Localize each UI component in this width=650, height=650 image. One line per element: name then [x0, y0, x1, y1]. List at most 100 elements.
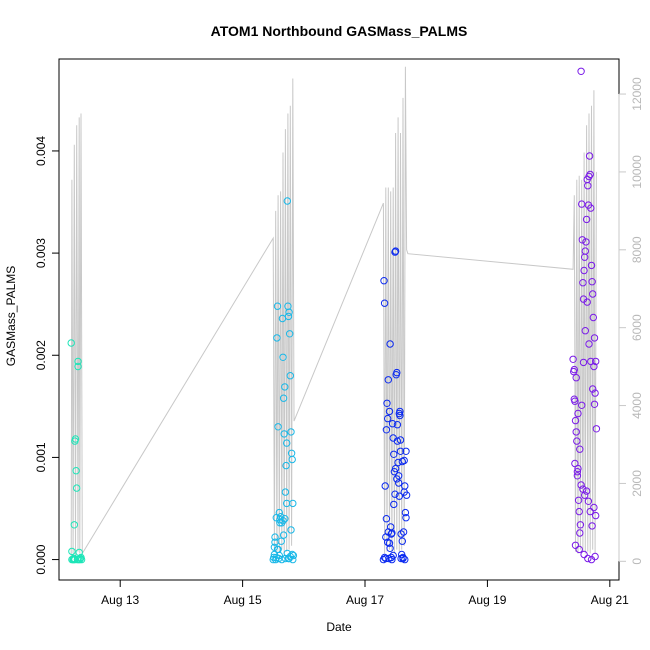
- data-point: [67, 339, 75, 347]
- data-point: [399, 528, 408, 536]
- data-point: [381, 482, 389, 490]
- data-point: [578, 236, 586, 244]
- data-point: [402, 447, 410, 455]
- data-point: [385, 539, 394, 547]
- data-point: [592, 511, 600, 520]
- data-point: [384, 538, 392, 546]
- data-point: [386, 544, 394, 552]
- data-point: [591, 552, 599, 561]
- data-point: [585, 152, 594, 160]
- data-point: [273, 334, 281, 342]
- data-point: [281, 488, 290, 496]
- data-point: [380, 299, 389, 307]
- data-point: [401, 508, 410, 517]
- data-point: [279, 517, 287, 525]
- data-point: [388, 555, 396, 564]
- data-point: [386, 340, 394, 348]
- data-point: [584, 554, 592, 563]
- data-point: [396, 436, 405, 444]
- data-point: [584, 497, 593, 505]
- data-point: [589, 290, 597, 298]
- data-point: [288, 550, 296, 559]
- data-point: [401, 555, 409, 564]
- data-point: [571, 397, 579, 405]
- data-point: [582, 215, 591, 224]
- data-point: [577, 67, 585, 76]
- data-point: [402, 491, 411, 499]
- altitude-line: [70, 66, 597, 560]
- data-point: [383, 399, 391, 407]
- data-point: [572, 374, 580, 382]
- data-point: [68, 547, 76, 556]
- data-point: [283, 499, 291, 508]
- data-point: [586, 170, 594, 179]
- data-point: [590, 400, 599, 408]
- right-tick-label: 0: [630, 558, 644, 565]
- data-point: [384, 376, 392, 384]
- data-point: [274, 423, 282, 431]
- data-point: [582, 238, 590, 246]
- y-tick-label: 0.001: [34, 442, 48, 472]
- data-point: [286, 330, 294, 338]
- data-point: [579, 358, 588, 367]
- data-point: [581, 327, 589, 335]
- data-point: [275, 551, 283, 560]
- y-tick-label: 0.002: [34, 340, 48, 370]
- data-point: [393, 368, 401, 377]
- x-axis: Aug 13 Aug 15 Aug 17 Aug 19 Aug 21: [101, 580, 629, 607]
- right-tick-label: 10000: [630, 155, 644, 189]
- data-point: [271, 533, 279, 541]
- data-point: [393, 437, 402, 445]
- data-point: [273, 302, 282, 310]
- data-point: [589, 385, 597, 393]
- data-point: [285, 308, 293, 316]
- data-point: [574, 409, 582, 418]
- x-tick-label: Aug 17: [346, 593, 384, 607]
- data-point: [380, 277, 388, 285]
- x-tick-label: Aug 13: [101, 593, 139, 607]
- data-point: [395, 479, 403, 487]
- chart-title: ATOM1 Northbound GASMass_PALMS: [211, 23, 468, 39]
- data-point: [282, 461, 290, 470]
- data-point: [390, 500, 398, 509]
- data-point: [394, 458, 402, 467]
- data-point: [391, 247, 400, 255]
- x-tick-label: Aug 15: [224, 593, 262, 607]
- data-point: [288, 455, 296, 464]
- data-point: [286, 372, 294, 380]
- data-point: [277, 537, 285, 545]
- data-point: [586, 507, 594, 516]
- data-point: [279, 531, 288, 539]
- altitude-trace: [70, 66, 597, 560]
- data-point: [587, 204, 595, 212]
- y-tick-label: 0.004: [34, 136, 48, 166]
- y-axis-label: GASMass_PALMS: [4, 266, 18, 366]
- data-point: [281, 383, 289, 391]
- data-point: [588, 278, 596, 286]
- data-point: [582, 487, 591, 495]
- right-tick-label: 6000: [630, 314, 644, 341]
- y-tick-label: 0.000: [34, 544, 48, 574]
- data-point: [571, 459, 579, 468]
- data-point: [275, 508, 283, 517]
- data-point: [580, 266, 588, 275]
- data-point: [577, 481, 585, 489]
- data-point: [589, 313, 597, 322]
- data-point: [390, 450, 398, 458]
- y-axis: 0.000 0.001 0.002 0.003 0.004: [34, 136, 59, 575]
- data-point: [393, 421, 402, 429]
- data-point: [384, 414, 392, 423]
- data-point: [388, 420, 397, 428]
- scatter-points: [67, 67, 601, 564]
- data-point: [581, 491, 589, 499]
- data-point: [580, 550, 588, 559]
- data-point: [284, 554, 293, 563]
- data-point: [576, 445, 584, 453]
- data-point: [587, 261, 596, 270]
- data-point: [571, 541, 580, 549]
- data-point: [569, 355, 577, 363]
- x-tick-label: Aug 21: [591, 593, 629, 607]
- plot-frame: [58, 58, 620, 581]
- data-point: [72, 467, 80, 475]
- data-point: [283, 197, 291, 205]
